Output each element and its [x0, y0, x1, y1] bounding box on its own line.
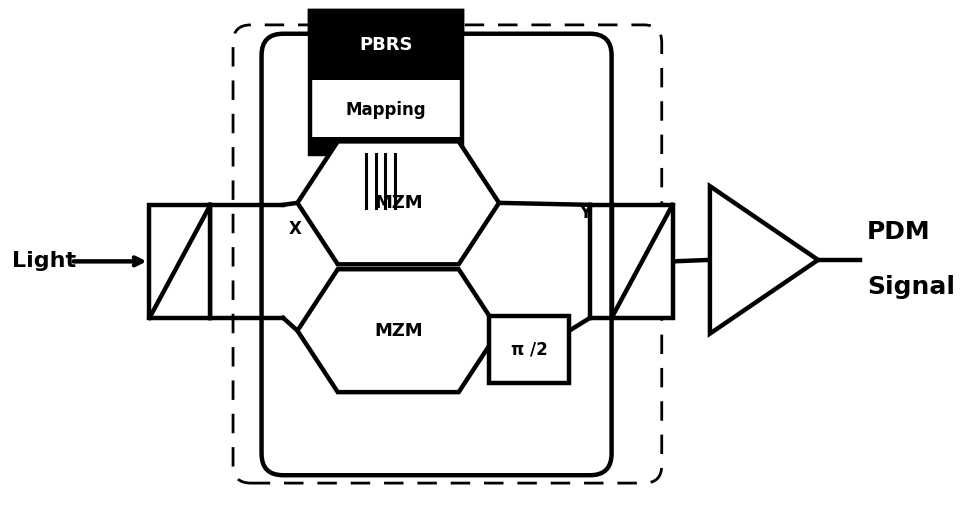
- FancyBboxPatch shape: [261, 34, 611, 475]
- Text: PBRS: PBRS: [360, 37, 413, 54]
- Polygon shape: [710, 186, 818, 334]
- Text: PDM: PDM: [867, 221, 931, 244]
- Text: X: X: [289, 221, 301, 238]
- Text: Light: Light: [12, 251, 76, 271]
- Bar: [310, 136, 462, 154]
- Bar: [150, 205, 210, 318]
- Bar: [489, 316, 570, 383]
- Bar: [310, 11, 462, 154]
- Bar: [310, 11, 462, 80]
- Text: MZM: MZM: [374, 321, 423, 340]
- Text: Signal: Signal: [867, 275, 955, 300]
- Bar: [310, 80, 462, 136]
- Polygon shape: [297, 141, 499, 264]
- Bar: [310, 11, 462, 154]
- Text: π /2: π /2: [510, 340, 547, 358]
- Text: Mapping: Mapping: [346, 100, 427, 119]
- Bar: [611, 205, 673, 318]
- Text: MZM: MZM: [374, 194, 423, 212]
- Polygon shape: [297, 269, 499, 392]
- Text: Y: Y: [579, 204, 591, 222]
